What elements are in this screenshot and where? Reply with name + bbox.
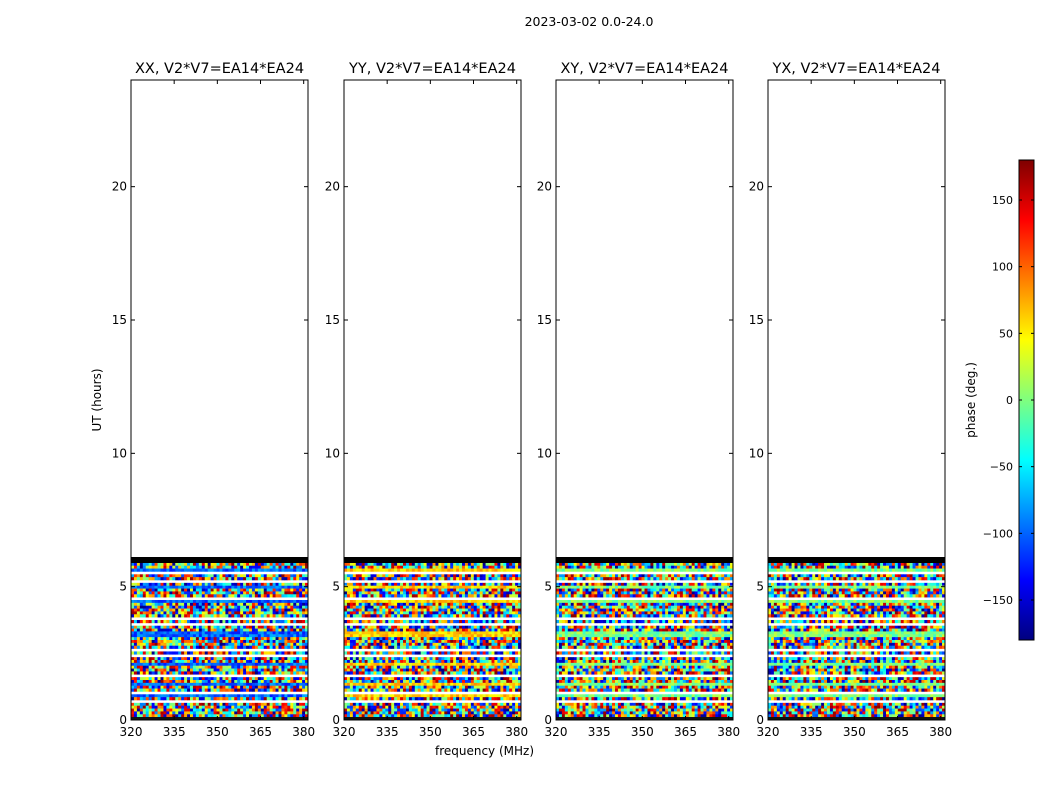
- y-tick-label: 10: [325, 446, 340, 460]
- y-tick-label: 5: [119, 580, 127, 594]
- flag-band: [556, 557, 733, 563]
- panel-2: XY, V2*V7=EA14*EA24 320 335 350 365 380 0 5 10 15…: [537, 61, 740, 739]
- y-tick-label: 10: [112, 446, 127, 460]
- x-tick-label: 350: [206, 725, 229, 739]
- heatmap-cells: [344, 560, 522, 721]
- y-tick-label: 10: [537, 446, 552, 460]
- panel-0: XX, V2*V7=EA14*EA24 320 335 350 365 380 0 5 10 15…: [90, 61, 315, 739]
- x-tick-label: 380: [929, 725, 952, 739]
- x-tick-label: 365: [249, 725, 272, 739]
- y-tick-label: 0: [756, 713, 764, 727]
- colorbar-tick-label: 150: [992, 194, 1013, 207]
- x-tick-label: 350: [419, 725, 442, 739]
- flag-band-bottom: [768, 717, 945, 720]
- flag-band-bottom: [344, 717, 521, 720]
- x-tick-label: 320: [333, 725, 356, 739]
- x-tick-label: 335: [800, 725, 823, 739]
- panel-title: YX, V2*V7=EA14*EA24: [771, 61, 940, 77]
- x-tick-label: 335: [588, 725, 611, 739]
- y-tick-label: 15: [325, 313, 340, 327]
- colorbar-tick-label: −150: [983, 594, 1013, 607]
- colorbar-tick-label: 0: [1006, 394, 1013, 407]
- x-tick-label: 320: [120, 725, 143, 739]
- x-tick-label: 335: [163, 725, 186, 739]
- x-tick-label: 365: [462, 725, 485, 739]
- x-tick-label: 380: [292, 725, 315, 739]
- y-tick-label: 15: [749, 313, 764, 327]
- y-tick-label: 20: [325, 180, 340, 194]
- figure-suptitle: 2023-03-02 0.0-24.0: [525, 14, 654, 29]
- y-tick-label: 0: [544, 713, 552, 727]
- x-axis-label: frequency (MHz): [435, 744, 534, 758]
- axes-frame: [767, 79, 946, 721]
- x-tick-label: 380: [505, 725, 528, 739]
- colorbar: 150 100 50 0 −50 −100 −150 phase (deg.): [964, 159, 1035, 641]
- colorbar-label: phase (deg.): [964, 362, 978, 438]
- y-tick-label: 5: [756, 580, 764, 594]
- y-tick-label: 0: [332, 713, 340, 727]
- panel-3: YX, V2*V7=EA14*EA24 320 335 350 365 380 0 5 10 15…: [749, 61, 952, 739]
- x-tick-label: 350: [631, 725, 654, 739]
- flag-band: [131, 557, 308, 563]
- y-tick-label: 20: [749, 180, 764, 194]
- heatmap-cells: [131, 560, 309, 721]
- axes-frame: [130, 79, 309, 721]
- y-tick-label: 5: [332, 580, 340, 594]
- panel-title: XY, V2*V7=EA14*EA24: [560, 61, 728, 77]
- y-tick-label: 0: [119, 713, 127, 727]
- y-tick-label: 5: [544, 580, 552, 594]
- flag-band: [768, 557, 945, 563]
- x-tick-label: 350: [843, 725, 866, 739]
- y-tick-label: 15: [112, 313, 127, 327]
- x-tick-label: 335: [376, 725, 399, 739]
- panel-title: YY, V2*V7=EA14*EA24: [348, 61, 516, 77]
- y-tick-label: 20: [537, 180, 552, 194]
- panel-1: YY, V2*V7=EA14*EA24 320 335 350 365 380 0 5 10 15…: [325, 61, 534, 758]
- colorbar-tick-label: −100: [983, 527, 1013, 540]
- flag-band-bottom: [556, 717, 733, 720]
- colorbar-tick-label: 50: [999, 327, 1013, 340]
- x-tick-label: 320: [545, 725, 568, 739]
- heatmap-cells: [556, 560, 734, 721]
- y-tick-label: 10: [749, 446, 764, 460]
- y-axis-label: UT (hours): [90, 368, 104, 431]
- colorbar-tick-label: −50: [990, 461, 1013, 474]
- y-tick-label: 20: [112, 180, 127, 194]
- heatmap-cells: [768, 560, 946, 721]
- x-tick-label: 320: [757, 725, 780, 739]
- axes-frame: [343, 79, 522, 721]
- y-tick-label: 15: [537, 313, 552, 327]
- axes-frame: [555, 79, 734, 721]
- x-tick-label: 365: [886, 725, 909, 739]
- x-tick-label: 380: [717, 725, 740, 739]
- x-tick-label: 365: [674, 725, 697, 739]
- panel-title: XX, V2*V7=EA14*EA24: [135, 61, 304, 77]
- colorbar-tick-label: 100: [992, 261, 1013, 274]
- flag-band-bottom: [131, 717, 308, 720]
- flag-band: [344, 557, 521, 563]
